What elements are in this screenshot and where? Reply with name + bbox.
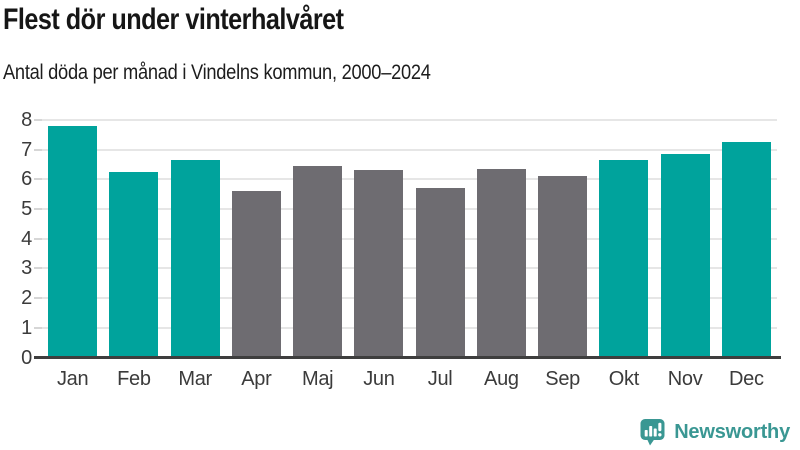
- bar-maj: [293, 166, 343, 358]
- bar-jan: [48, 125, 98, 358]
- y-axis-tick: [34, 208, 42, 211]
- y-axis-tick: [34, 326, 42, 329]
- bar-okt: [599, 160, 649, 358]
- bar-dec: [721, 142, 771, 358]
- x-tick-label: Maj: [301, 368, 334, 390]
- newsworthy-logo: Newsworthy: [639, 418, 790, 446]
- x-tick-label: Mar: [178, 368, 212, 390]
- gridline: [42, 237, 777, 240]
- y-axis-tick: [34, 119, 42, 121]
- y-axis-tick: [34, 237, 42, 240]
- bar-aug: [476, 168, 526, 358]
- bar-feb: [109, 171, 159, 358]
- x-tick-label: Feb: [117, 368, 151, 390]
- y-tick-label: 5: [21, 198, 32, 221]
- gridline: [42, 148, 777, 151]
- x-tick-label: Dec: [729, 368, 764, 390]
- bar-jul: [415, 188, 465, 358]
- bar-mar: [170, 160, 220, 358]
- y-axis-tick: [34, 178, 42, 181]
- x-tick-label: Nov: [667, 368, 703, 390]
- y-tick-label: 8: [21, 109, 32, 131]
- x-tick-label: Sep: [545, 368, 580, 390]
- gridline: [42, 267, 777, 270]
- y-axis-tick: [34, 267, 42, 270]
- bar-jun: [354, 170, 404, 358]
- gridline: [42, 326, 777, 329]
- newsworthy-speech-bubble-bar-chart-icon: [639, 418, 666, 446]
- y-tick-label: 0: [21, 346, 32, 369]
- gridline: [42, 178, 777, 181]
- gridline: [42, 208, 777, 211]
- x-axis-baseline: [34, 356, 781, 359]
- y-tick-label: 7: [21, 138, 32, 161]
- x-tick-label: Jan: [56, 368, 89, 390]
- x-tick-label: Aug: [484, 368, 519, 390]
- bar-sep: [538, 176, 588, 358]
- x-tick-label: Apr: [241, 368, 272, 390]
- gridline: [42, 119, 777, 121]
- y-tick-label: 4: [21, 227, 32, 250]
- chart-title: Flest dör under vinterhalvåret: [3, 3, 344, 36]
- chart-subtitle: Antal döda per månad i Vindelns kommun, …: [3, 61, 431, 84]
- y-axis-tick: [34, 148, 42, 151]
- bar-apr: [231, 191, 281, 358]
- x-tick-label: Okt: [608, 368, 640, 390]
- bar-nov: [660, 154, 710, 358]
- x-tick-label: Jun: [363, 368, 395, 390]
- y-axis-tick: [34, 297, 42, 300]
- y-tick-label: 3: [21, 257, 32, 280]
- y-tick-label: 1: [21, 316, 32, 339]
- y-tick-label: 6: [21, 168, 32, 191]
- x-tick-label: Jul: [427, 368, 453, 390]
- gridline: [42, 297, 777, 300]
- newsworthy-brand-text: Newsworthy: [674, 420, 790, 443]
- y-tick-label: 2: [21, 287, 32, 310]
